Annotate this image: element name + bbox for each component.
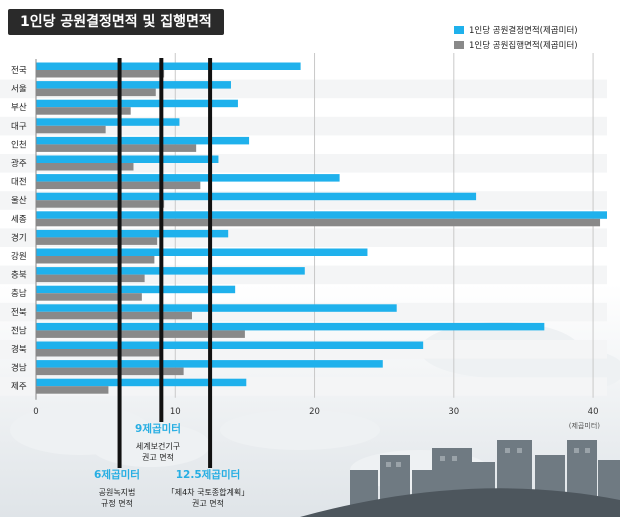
bar-decided xyxy=(36,341,424,349)
bar-decided xyxy=(36,136,250,145)
bar-executed xyxy=(36,274,145,283)
ref-label-9: 9제곱미터 xyxy=(135,423,181,435)
chart-title: 1인당 공원결정면적 및 집행면적 xyxy=(8,9,224,35)
ref-desc1-12-5: 「제4차 국토종합계획」 xyxy=(166,488,250,498)
bar-executed xyxy=(36,70,165,78)
category-label: 대전 xyxy=(11,177,27,188)
category-label: 부산 xyxy=(11,102,27,113)
bar-executed xyxy=(36,107,131,115)
bar-executed xyxy=(36,218,601,227)
bar-decided xyxy=(36,99,238,108)
bar-decided xyxy=(36,285,236,294)
bar-executed xyxy=(36,386,109,394)
ref-annotation-9: 9제곱미터 세계보건기구 권고 면적 xyxy=(113,422,203,464)
bar-executed xyxy=(36,293,142,301)
bar-executed xyxy=(36,311,192,320)
bar-decided xyxy=(36,267,305,275)
ref-label-12-5: 12.5제곱미터 xyxy=(175,469,241,481)
x-tick-label: 30 xyxy=(448,407,459,417)
bar-executed xyxy=(36,144,197,152)
category-label: 강원 xyxy=(11,251,27,262)
legend-label-decided: 1인당 공원결정면적(제곱미터) xyxy=(469,25,578,36)
x-tick-label: 20 xyxy=(309,407,320,417)
x-tick-label: 10 xyxy=(170,407,181,417)
category-label: 인천 xyxy=(11,139,27,150)
bar-decided xyxy=(36,174,340,182)
bar-decided xyxy=(36,155,219,163)
legend-item-decided: 1인당 공원결정면적(제곱미터) xyxy=(454,22,578,37)
bar-decided xyxy=(36,322,545,331)
bar-executed xyxy=(36,237,158,245)
bar-executed xyxy=(36,256,155,264)
category-label: 경기 xyxy=(11,232,27,243)
bar-decided xyxy=(36,304,397,312)
ref-desc2-12-5: 권고 면적 xyxy=(192,498,224,508)
ref-annotation-6: 6제곱미터 공원녹지법 규정 면적 xyxy=(72,468,162,510)
category-label: 광주 xyxy=(11,158,27,169)
category-label: 충북 xyxy=(11,271,27,281)
ref-desc1-9: 세계보건기구 xyxy=(135,442,181,452)
bar-decided xyxy=(36,118,180,126)
bar-decided xyxy=(36,248,368,256)
bar-decided xyxy=(36,229,229,238)
legend-swatch-executed xyxy=(454,40,464,49)
category-label: 세종 xyxy=(11,215,27,225)
category-label: 전국 xyxy=(11,65,27,76)
category-label: 전북 xyxy=(11,307,27,318)
bar-decided xyxy=(36,62,301,70)
legend-item-executed: 1인당 공원집행면적(제곱미터) xyxy=(454,37,578,52)
ref-label-6: 6제곱미터 xyxy=(94,469,140,481)
ref-annotation-12-5: 12.5제곱미터 「제4차 국토종합계획」 권고 면적 xyxy=(158,468,258,510)
bar-executed xyxy=(36,330,245,338)
category-label: 서울 xyxy=(11,85,27,95)
x-tick-label: 40 xyxy=(588,407,599,417)
bar-executed xyxy=(36,163,134,171)
bar-executed xyxy=(36,88,156,97)
legend-label-executed: 1인당 공원집행면적(제곱미터) xyxy=(469,40,578,51)
category-label: 전남 xyxy=(11,325,27,336)
category-label: 경남 xyxy=(11,363,27,374)
bar-decided xyxy=(36,211,607,219)
ref-desc2-6: 규정 면적 xyxy=(101,498,133,508)
bar-executed xyxy=(36,367,184,376)
ref-desc1-6: 공원녹지법 xyxy=(98,488,136,498)
x-unit-label: (제곱미터) xyxy=(569,421,600,430)
category-label: 대구 xyxy=(11,122,27,132)
legend-swatch-decided xyxy=(454,25,464,34)
x-tick-label: 0 xyxy=(33,407,38,417)
category-label: 제주 xyxy=(11,382,27,392)
category-label: 울산 xyxy=(11,195,27,206)
legend: 1인당 공원결정면적(제곱미터) 1인당 공원집행면적(제곱미터) xyxy=(454,22,578,52)
ref-desc2-9: 권고 면적 xyxy=(142,452,174,462)
bar-decided xyxy=(36,378,247,387)
bar-executed xyxy=(36,349,160,357)
category-label: 충남 xyxy=(11,289,27,299)
bar-decided xyxy=(36,192,477,201)
bar-decided xyxy=(36,81,231,89)
bar-executed xyxy=(36,200,165,208)
category-label: 경북 xyxy=(11,344,27,355)
bar-executed xyxy=(36,125,106,134)
